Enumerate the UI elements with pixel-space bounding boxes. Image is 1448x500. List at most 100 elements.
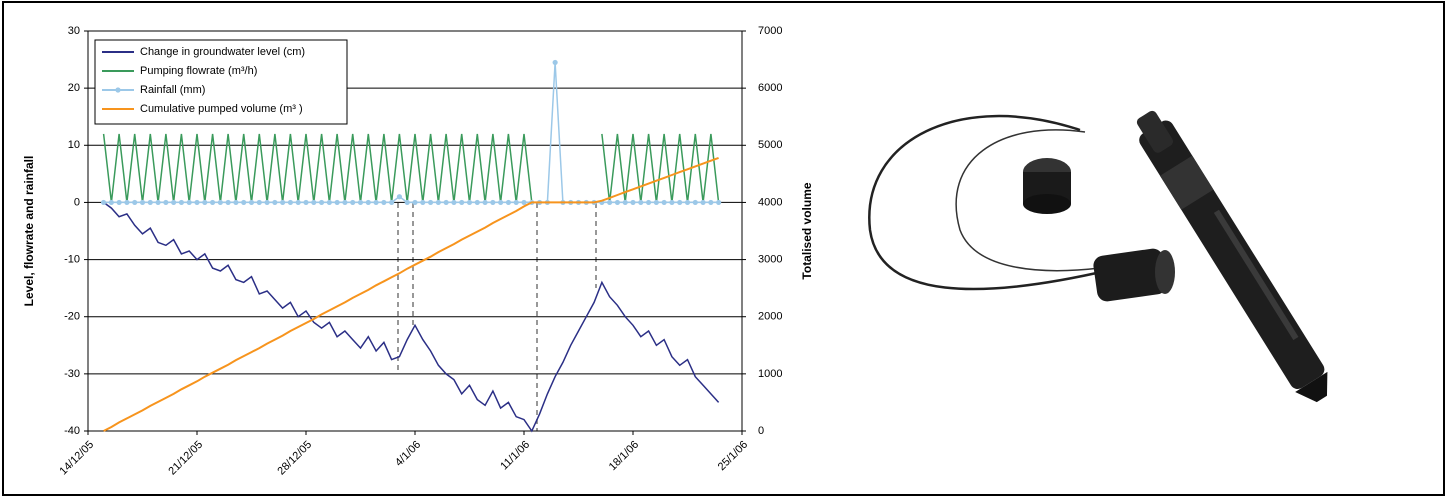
marker [630,199,636,206]
connector [1093,248,1167,302]
marker [202,199,208,206]
marker [186,199,192,206]
marker [326,199,332,206]
marker [295,199,301,206]
plot-border [87,30,743,432]
y-tick-label: -10 [64,253,80,265]
y2-tick-label: 5000 [758,139,782,151]
probe-strain-relief [1136,110,1174,153]
marker [708,199,714,206]
marker [124,199,130,206]
marker [513,199,519,206]
legend-box [94,39,348,125]
marker [614,199,621,206]
y2-tick-label: 2000 [758,311,782,323]
marker [350,199,356,206]
marker [311,199,317,206]
marker [404,199,410,206]
marker [217,199,223,206]
y2-axis-title: Totalised volume [800,182,814,279]
marker [365,199,371,206]
y-axis-title: Level, flowrate and rainfall [22,156,36,307]
y-tick-label: 20 [68,82,80,94]
marker [412,199,418,206]
series-line [102,133,533,203]
marker [194,199,200,206]
marker [684,199,691,206]
marker [474,199,480,206]
legend-marker [115,87,121,93]
y2-tick-label: 3000 [758,253,782,265]
marker [280,199,286,206]
legend: Change in groundwater level (cm) Pumping … [94,39,348,125]
marker [178,199,185,206]
marker [116,199,122,206]
marker [677,199,683,206]
marker [100,199,107,206]
cable [868,114,1111,291]
marker [505,199,512,206]
marker [171,199,177,206]
marker [342,199,348,206]
legend-label: Change in groundwater level (cm) [140,46,305,58]
marker [209,199,216,206]
marker [147,199,153,206]
marker [638,199,644,206]
y-tick-label: -40 [64,425,80,437]
cap-bottom [1023,194,1071,214]
y2-tick-label: 0 [758,425,764,437]
event-markers [397,203,597,431]
legend-label: Cumulative pumped volume (m³ ) [140,103,303,115]
marker [357,199,364,206]
marker [373,199,379,206]
marker [498,199,504,206]
probe-band [1160,155,1214,210]
marker [692,199,698,206]
marker [155,199,161,206]
marker [607,199,613,206]
y2-tick-label: 1000 [758,368,782,380]
marker [669,199,675,206]
y-tick-label: 10 [68,139,80,151]
marker [396,194,403,200]
y-tick-label: -30 [64,368,80,380]
marker [435,199,441,206]
series-line [103,201,720,433]
y2-tick-label: 4000 [758,196,782,208]
series-line [103,156,719,432]
probe-highlight [1213,209,1299,341]
marker [163,199,169,206]
marker [256,199,262,206]
marker [482,199,488,206]
marker [264,199,270,206]
marker [653,199,659,206]
y2-tick-label: 7000 [758,25,782,37]
marker [490,199,496,206]
probe-tip [1295,371,1328,403]
marker [303,199,309,206]
marker [318,199,325,206]
legend-label: Rainfall (mm) [140,84,205,96]
marker [700,199,706,206]
marker [661,199,667,206]
marker [466,199,473,206]
marker [427,199,434,206]
marker [451,199,457,206]
marker [248,199,255,206]
legend-label: Pumping flowrate (m³/h) [140,65,257,77]
marker [716,199,722,206]
marker [108,199,114,206]
y-tick-label: 0 [74,196,80,208]
y-tick-label: 30 [68,25,80,37]
marker [334,199,340,206]
connector-end [1155,250,1175,294]
plot [84,30,746,435]
marker [132,199,138,206]
marker [420,199,426,206]
series-line [601,133,720,203]
probe-photo [868,110,1328,403]
marker [622,199,628,206]
y-tick-label: -20 [64,311,80,323]
